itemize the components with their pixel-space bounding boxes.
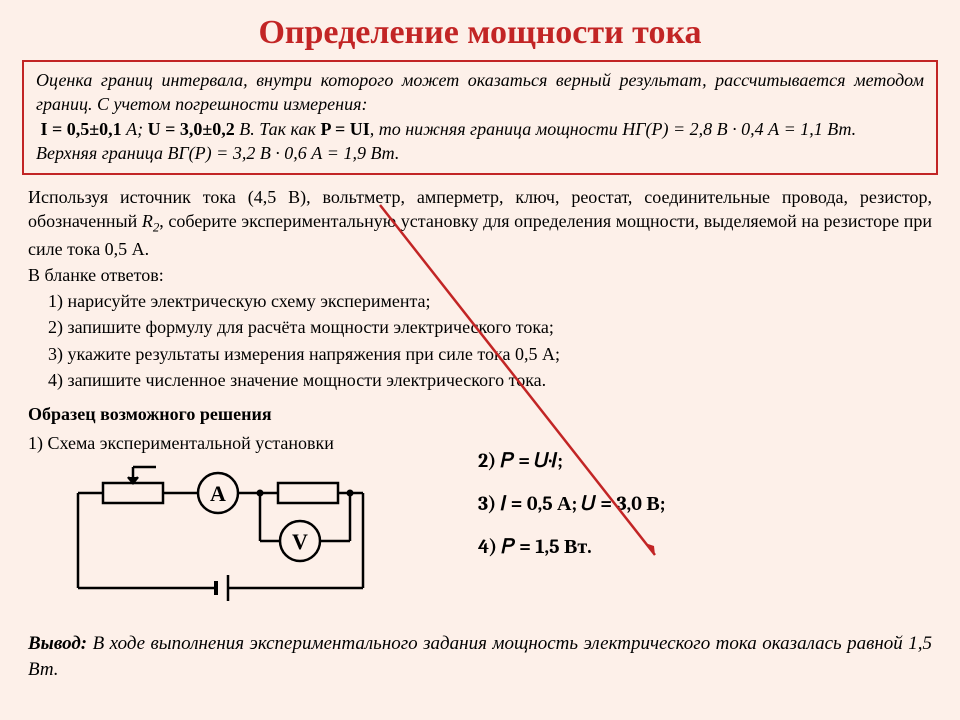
formula-4: 4) 𝑃 = 1,5 Вт. bbox=[478, 533, 932, 560]
sample-title: Образец возможного решения bbox=[28, 402, 932, 426]
conclusion-label: Вывод: bbox=[28, 633, 93, 654]
blank-label: В бланке ответов: bbox=[28, 263, 932, 287]
txt: А; bbox=[122, 119, 148, 139]
right-column: 2) 𝑃 = 𝑈·𝐼; 3) 𝐼 = 0,5 А; 𝑈 = 3,0 В; 4) … bbox=[448, 431, 932, 576]
list-item: 4) запишите численное значение мощности … bbox=[48, 368, 932, 392]
task-intro: Используя источник тока (4,5 В), вольтме… bbox=[28, 185, 932, 261]
i-value: I = 0,5±0,1 bbox=[41, 119, 122, 139]
ammeter-label: A bbox=[210, 481, 226, 506]
formula-3: 3) 𝐼 = 0,5 А; 𝑈 = 3,0 В; bbox=[478, 490, 932, 517]
p-formula: P = UI bbox=[320, 119, 369, 139]
txt: , соберите экспериментальную установку д… bbox=[28, 211, 932, 258]
conclusion: Вывод: В ходе выполнения экспериментальн… bbox=[28, 631, 932, 682]
task-body: Используя источник тока (4,5 В), вольтме… bbox=[28, 185, 932, 619]
list-item: 3) укажите результаты измерения напряжен… bbox=[48, 342, 932, 366]
task-list: 1) нарисуйте электрическую схему экспери… bbox=[48, 289, 932, 392]
box-line-2: I = 0,5±0,1 А; U = 3,0±0,2 В. Так как P … bbox=[36, 117, 924, 141]
box-line-3: Верхняя граница ВГ(P) = 3,2 В · 0,6 А = … bbox=[36, 141, 924, 165]
step1-label: 1) Схема экспериментальной установки bbox=[28, 431, 448, 455]
circuit-diagram: A V bbox=[48, 463, 448, 619]
list-item: 1) нарисуйте электрическую схему экспери… bbox=[48, 289, 932, 313]
formula-2: 2) 𝑃 = 𝑈·𝐼; bbox=[478, 447, 932, 474]
txt: , то нижняя граница мощности НГ(P) = 2,8… bbox=[370, 119, 856, 139]
box-line-1: Оценка границ интервала, внутри которого… bbox=[36, 68, 924, 117]
conclusion-text: В ходе выполнения экспериментального зад… bbox=[28, 633, 932, 680]
solution-row: 1) Схема экспериментальной установки bbox=[28, 431, 932, 620]
error-interval-box: Оценка границ интервала, внутри которого… bbox=[22, 60, 938, 175]
txt: В. Так как bbox=[235, 119, 321, 139]
list-item: 2) запишите формулу для расчёта мощности… bbox=[48, 315, 932, 339]
voltmeter-label: V bbox=[292, 529, 308, 554]
r-symbol: R bbox=[142, 211, 153, 231]
left-column: 1) Схема экспериментальной установки bbox=[28, 431, 448, 620]
u-value: U = 3,0±0,2 bbox=[148, 119, 235, 139]
page-title: Определение мощности тока bbox=[0, 0, 960, 60]
